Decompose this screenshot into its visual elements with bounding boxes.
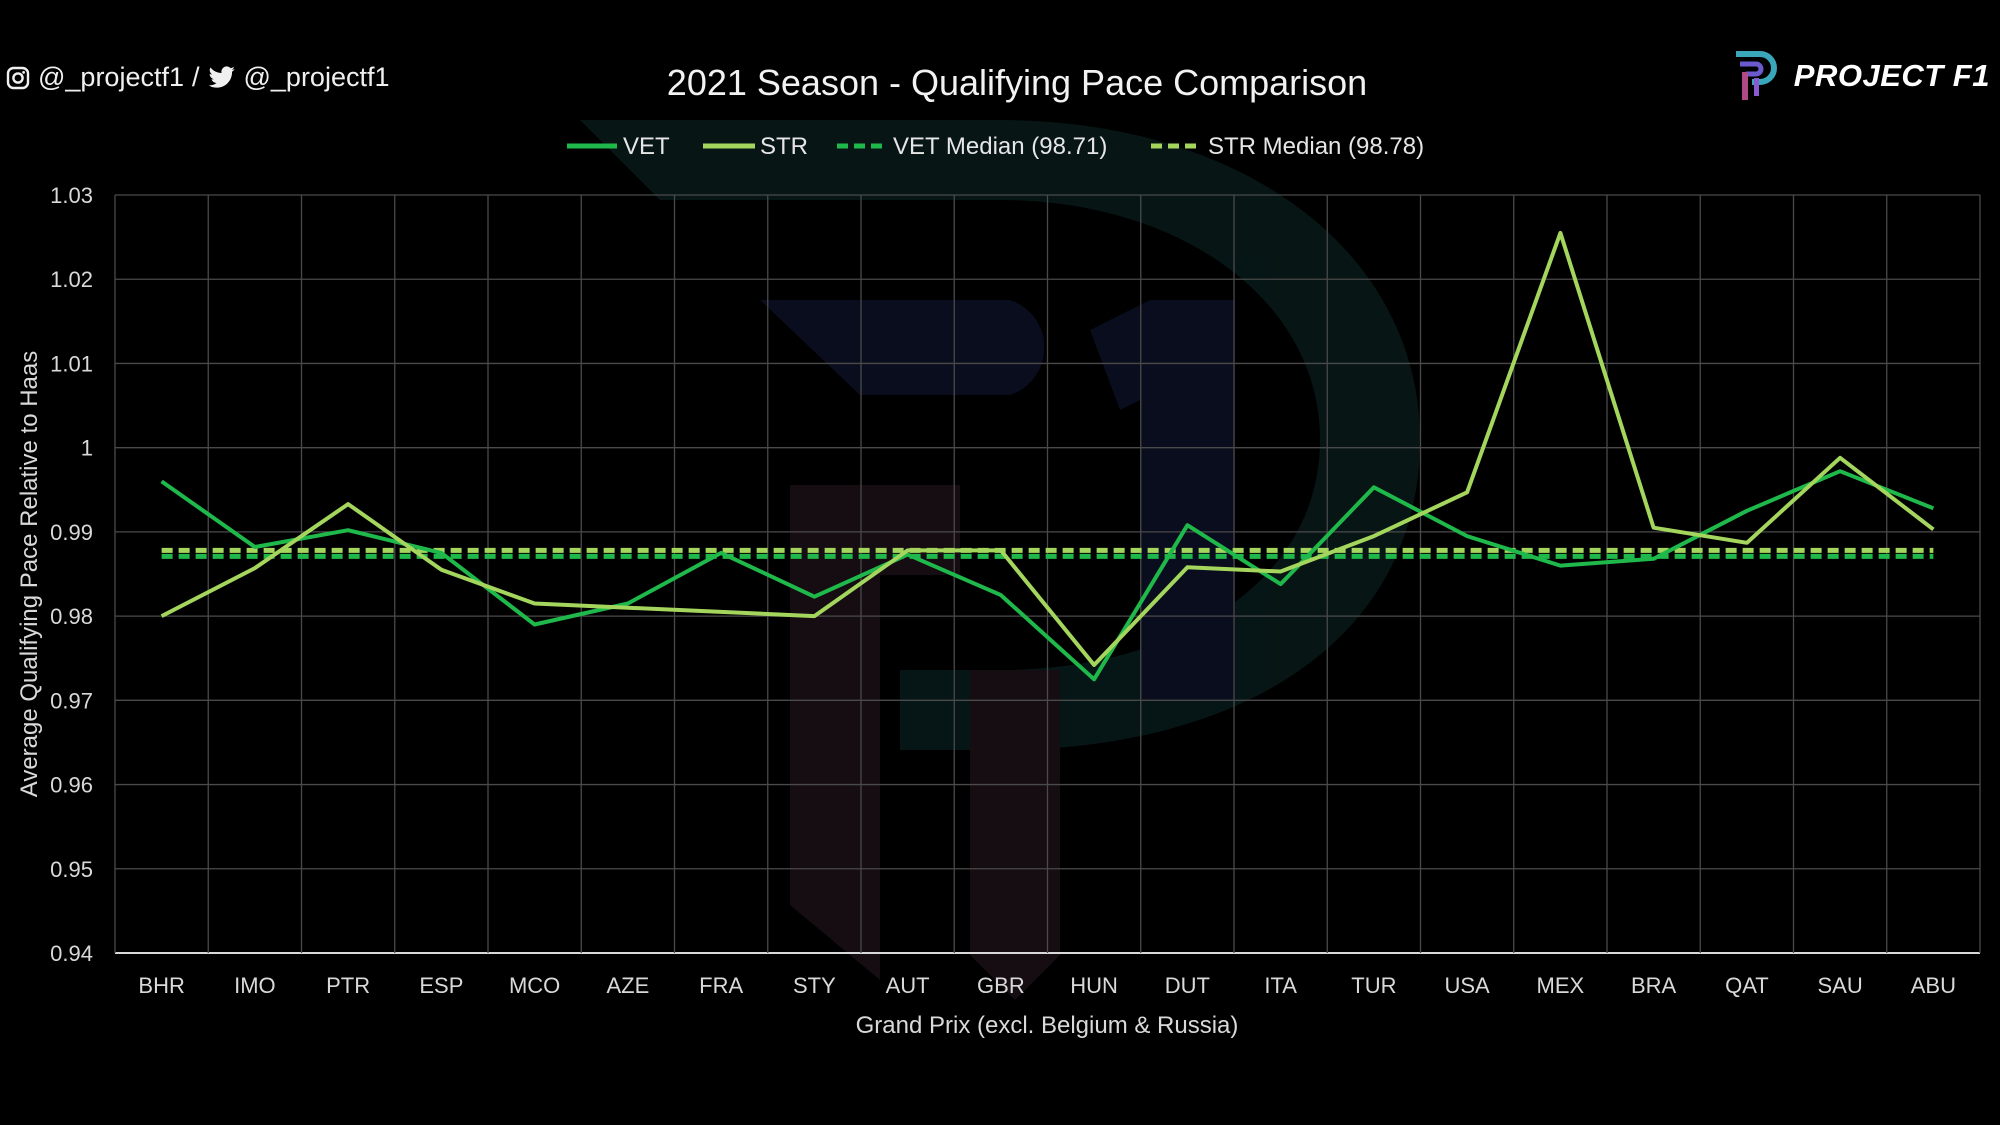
twitter-icon: [208, 65, 235, 88]
social-handles: @_projectf1 / @_projectf1: [6, 62, 389, 93]
instagram-icon: [6, 66, 30, 89]
x-tick-label: PTR: [326, 973, 370, 998]
y-tick-label: 0.96: [50, 773, 93, 798]
y-axis-ticks: 1.03 1.02 1.01 1 0.99 0.98 0.97 0.96 0.95 0.94: [50, 183, 93, 966]
series-line-str: [160, 230, 1935, 667]
x-tick-label: AUT: [886, 973, 930, 998]
watermark-one-shape: [1090, 300, 1235, 700]
y-tick-label: 1.02: [50, 267, 93, 292]
handle-separator: /: [191, 62, 200, 92]
y-tick-label: 0.98: [50, 604, 93, 629]
x-axis-ticks: BHR IMO PTR ESP MCO AZE FRA STY AUT GBR HUN DUT ITA T…: [138, 973, 1956, 998]
watermark-d-shape: [580, 120, 1420, 750]
legend-label-vet-median: VET Median (98.71): [893, 133, 1107, 160]
x-tick-label: FRA: [699, 973, 743, 998]
x-axis-title: Grand Prix (excl. Belgium & Russia): [856, 1012, 1239, 1039]
x-tick-label: HUN: [1070, 973, 1118, 998]
x-tick-label: TUR: [1351, 973, 1396, 998]
y-tick-label: 0.97: [50, 688, 93, 713]
x-tick-label: DUT: [1165, 973, 1210, 998]
x-tick-label: GBR: [977, 973, 1025, 998]
y-tick-label: 1.01: [50, 351, 93, 376]
y-tick-label: 1.03: [50, 183, 93, 208]
gridlines: [114, 194, 1981, 954]
y-tick-label: 1: [81, 436, 93, 461]
x-tick-label: USA: [1445, 973, 1491, 998]
x-tick-label: IMO: [234, 973, 276, 998]
x-tick-label: STY: [793, 973, 836, 998]
watermark-p-shape: [760, 300, 1045, 395]
project-f1-logo: PROJECT F1: [1730, 48, 1990, 104]
x-tick-label: AZE: [606, 973, 649, 998]
watermark-stem-2: [970, 670, 1060, 1000]
project-f1-logo-icon: [1735, 51, 1777, 100]
y-tick-label: 0.99: [50, 520, 93, 545]
x-tick-label: QAT: [1725, 973, 1769, 998]
legend-label-str: STR: [760, 133, 808, 160]
x-tick-label: MCO: [509, 973, 560, 998]
legend-label-vet: VET: [623, 133, 670, 160]
logo-text: PROJECT F1: [1793, 58, 1990, 93]
y-tick-label: 0.94: [50, 941, 93, 966]
watermark: [580, 120, 1420, 1000]
series-lines: [160, 230, 1935, 682]
y-axis-title: Average Qualifying Pace Relative to Haas: [16, 351, 43, 797]
chart-title: 2021 Season - Qualifying Pace Comparison: [667, 62, 1367, 103]
watermark-p-stem: [790, 485, 960, 980]
legend-label-str-median: STR Median (98.78): [1208, 133, 1424, 160]
x-tick-label: MEX: [1537, 973, 1585, 998]
x-tick-label: BRA: [1631, 973, 1677, 998]
x-tick-label: ABU: [1911, 973, 1956, 998]
x-tick-label: ITA: [1264, 973, 1297, 998]
series-line-vet: [160, 469, 1935, 682]
x-tick-label: BHR: [138, 973, 184, 998]
twitter-handle: @_projectf1: [243, 62, 390, 92]
legend: VET STR VET Median (98.71) STR Median (9…: [567, 133, 1424, 160]
instagram-handle: @_projectf1: [38, 62, 184, 92]
y-tick-label: 0.95: [50, 857, 93, 882]
x-tick-label: SAU: [1818, 973, 1863, 998]
x-tick-label: ESP: [419, 973, 463, 998]
